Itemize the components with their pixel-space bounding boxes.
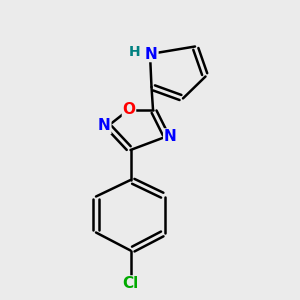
Text: N: N [164, 129, 176, 144]
Text: N: N [98, 118, 111, 134]
Text: H: H [129, 46, 140, 59]
Text: O: O [122, 102, 136, 117]
Text: Cl: Cl [122, 276, 139, 291]
Text: N: N [145, 46, 158, 62]
